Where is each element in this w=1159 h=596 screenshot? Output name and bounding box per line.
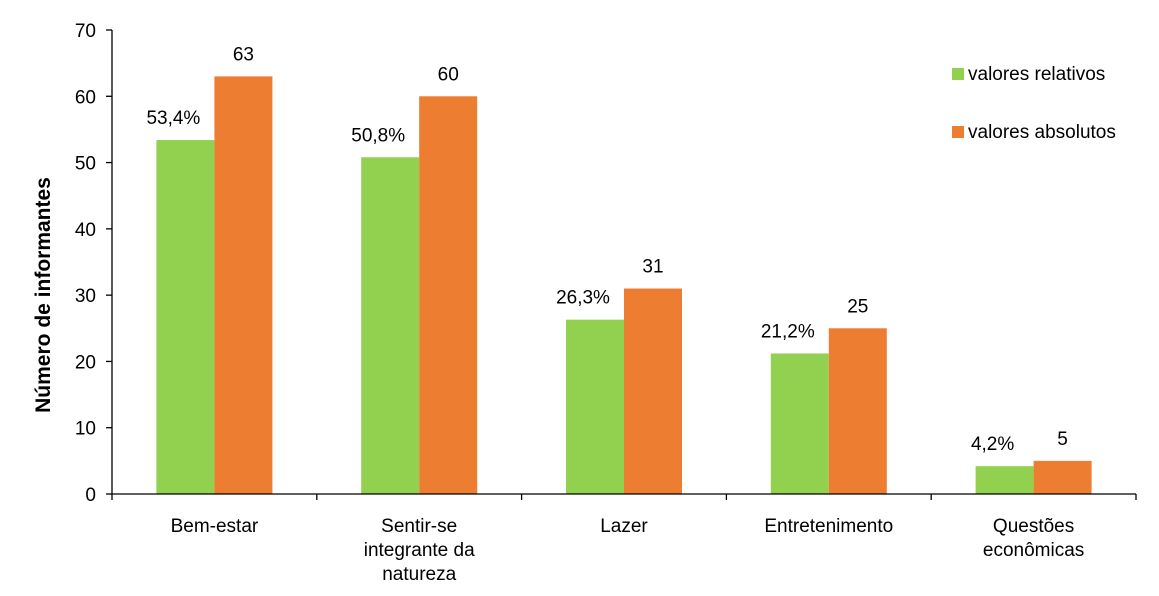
data-label: 5 — [1057, 429, 1068, 450]
y-tick-label: 40 — [75, 220, 96, 241]
bar-absolute — [624, 288, 682, 494]
bars-group — [156, 76, 1092, 495]
data-label: 53,4% — [146, 108, 200, 129]
bar-relative — [361, 157, 420, 495]
legend-label: valores absolutos — [968, 122, 1116, 143]
y-axis-label: Número de informantes — [32, 177, 55, 413]
y-axis: 0 10 20 30 40 50 60 70 — [75, 21, 113, 506]
x-tick-label: Lazer — [600, 516, 648, 537]
data-label: 25 — [847, 296, 868, 317]
x-tick-label: Questões econômicas — [983, 516, 1084, 561]
bar-absolute — [828, 328, 887, 494]
legend: valores relativos valores absolutos — [952, 64, 1116, 143]
x-axis: Bem-estar Sentir-se integrante da natureza L… — [111, 493, 1137, 585]
bar-absolute — [214, 76, 273, 495]
data-label: 31 — [642, 257, 663, 278]
x-tick-label: Sentir-se integrante da natureza — [364, 516, 475, 585]
data-label: 50,8% — [351, 125, 405, 146]
data-label: 4,2% — [971, 434, 1014, 455]
bar-relative — [975, 466, 1034, 494]
y-tick-label: 0 — [85, 485, 96, 506]
y-tick-label: 70 — [75, 21, 96, 42]
bar-absolute — [1033, 460, 1092, 494]
bar-relative — [156, 140, 215, 494]
data-label: 26,3% — [556, 288, 610, 309]
data-label: 63 — [233, 44, 254, 65]
data-label: 60 — [438, 64, 459, 85]
bar-relative — [566, 319, 624, 494]
bar-relative — [770, 353, 829, 494]
bar-absolute — [419, 96, 478, 495]
y-tick-label: 10 — [75, 419, 96, 440]
x-tick-label: Bem-estar — [171, 516, 259, 537]
data-label: 21,2% — [761, 321, 815, 342]
y-tick-label: 50 — [75, 154, 96, 175]
legend-label: valores relativos — [968, 64, 1105, 85]
y-tick-label: 20 — [75, 352, 96, 373]
y-tick-label: 60 — [75, 87, 96, 108]
x-tick-label: Entretenimento — [764, 516, 893, 537]
legend-swatch — [952, 68, 964, 80]
data-labels-group: 53,4% 50,8% 26,3% 21,2% 4,2% 63 60 31 25 5 — [146, 44, 1067, 455]
y-tick-label: 30 — [75, 286, 96, 307]
legend-swatch — [952, 126, 964, 138]
